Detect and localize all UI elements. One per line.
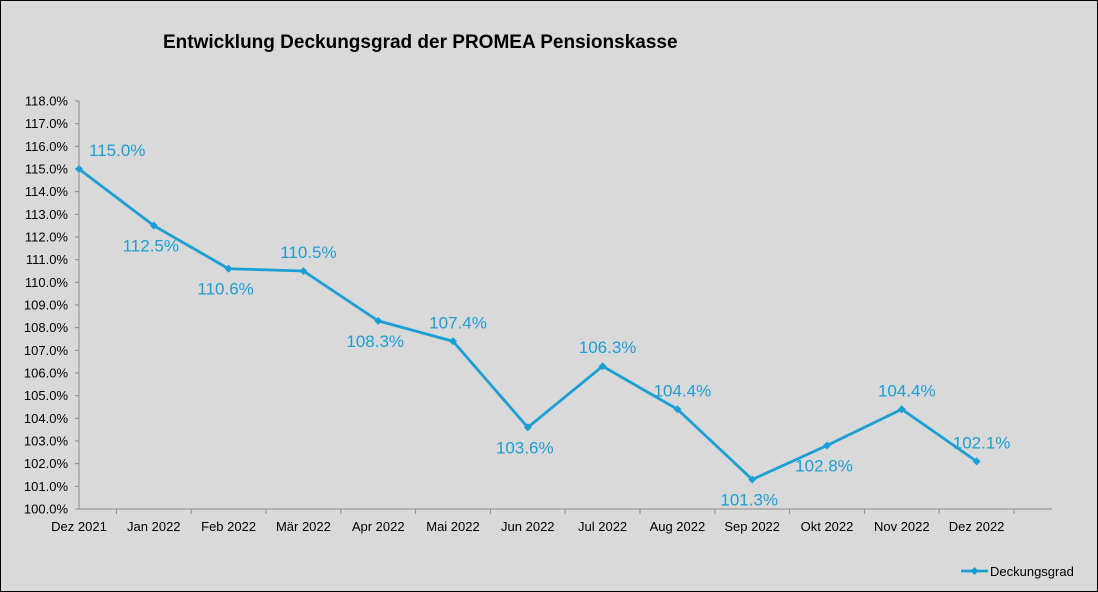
y-tick-label: 107.0% <box>24 343 69 358</box>
data-label: 108.3% <box>346 332 404 351</box>
x-tick-label: Feb 2022 <box>201 519 256 534</box>
data-point-marker <box>449 337 457 346</box>
x-tick-label: Apr 2022 <box>352 519 405 534</box>
y-tick-label: 109.0% <box>24 298 69 313</box>
data-point-marker <box>299 267 308 275</box>
x-tick-label: Mär 2022 <box>276 519 331 534</box>
data-point-marker <box>523 423 532 432</box>
data-point-marker <box>748 475 757 484</box>
y-tick-label: 101.0% <box>24 479 69 494</box>
y-tick-label: 117.0% <box>25 116 69 131</box>
data-label: 104.4% <box>878 381 936 400</box>
y-tick-label: 102.0% <box>24 456 69 471</box>
y-tick-label: 112.0% <box>25 230 69 245</box>
data-label: 102.1% <box>953 433 1011 452</box>
x-tick-label: Jan 2022 <box>127 519 181 534</box>
axes <box>75 100 1052 514</box>
y-tick-labels: 100.0% 101.0% 102.0% 103.0% 104.0% 105.0% 106.… <box>24 94 69 517</box>
data-point-marker <box>823 441 831 450</box>
data-label: 102.8% <box>795 457 853 476</box>
data-label: 110.5% <box>280 243 336 262</box>
data-labels: 115.0% 112.5% 110.6% 110.5% 108.3% 107.4% 103.… <box>89 141 1010 510</box>
data-point-marker <box>224 264 233 273</box>
legend-label: Deckungsgrad <box>990 564 1074 579</box>
y-tick-label: 106.0% <box>24 366 69 381</box>
x-tick-label: Jun 2022 <box>501 519 555 534</box>
x-tick-label: Nov 2022 <box>874 519 930 534</box>
y-tick-label: 118.0% <box>25 94 69 109</box>
data-label: 107.4% <box>429 313 487 332</box>
data-point-marker <box>75 165 83 173</box>
y-tick-label: 105.0% <box>24 388 69 403</box>
data-label: 110.6% <box>197 280 253 299</box>
x-tick-label: Okt 2022 <box>801 519 854 534</box>
data-point-marker <box>149 221 158 230</box>
legend-marker <box>970 567 979 575</box>
x-tick-labels: Dez 2021 Jan 2022 Feb 2022 Mär 2022 Apr 2022… <box>51 519 1004 534</box>
data-label: 112.5% <box>123 237 179 256</box>
x-tick-label: Jul 2022 <box>578 519 627 534</box>
data-label: 103.6% <box>496 438 554 457</box>
x-tick-label: Aug 2022 <box>650 519 706 534</box>
y-tick-label: 111.0% <box>26 252 69 267</box>
data-point-marker <box>897 405 906 414</box>
x-tick-label: Dez 2021 <box>51 519 107 534</box>
series-deckungsgrad <box>75 165 981 484</box>
y-tick-label: 114.0% <box>25 184 69 199</box>
x-tick-label: Dez 2022 <box>949 519 1005 534</box>
y-tick-label: 116.0% <box>25 139 69 154</box>
data-point-marker <box>673 405 682 414</box>
data-point-marker <box>598 362 607 371</box>
chart-title: Entwicklung Deckungsgrad der PROMEA Pens… <box>163 32 678 53</box>
y-tick-label: 110.0% <box>25 275 69 290</box>
legend: Deckungsgrad <box>961 564 1074 579</box>
data-point-marker <box>374 316 383 325</box>
data-label: 115.0% <box>89 141 145 160</box>
series-line <box>78 167 978 481</box>
y-tick-label: 115.0% <box>25 162 69 177</box>
data-point-marker <box>972 457 981 466</box>
y-tick-label: 103.0% <box>24 434 69 449</box>
x-tick-label: Mai 2022 <box>426 519 479 534</box>
y-tick-label: 100.0% <box>24 502 69 517</box>
data-label: 106.3% <box>579 338 637 357</box>
y-tick-label: 108.0% <box>24 320 69 335</box>
y-tick-label: 104.0% <box>24 411 69 426</box>
x-tick-label: Sep 2022 <box>724 519 780 534</box>
data-label: 104.4% <box>654 381 712 400</box>
y-tick-label: 113.0% <box>25 207 69 222</box>
data-label: 101.3% <box>720 491 778 510</box>
